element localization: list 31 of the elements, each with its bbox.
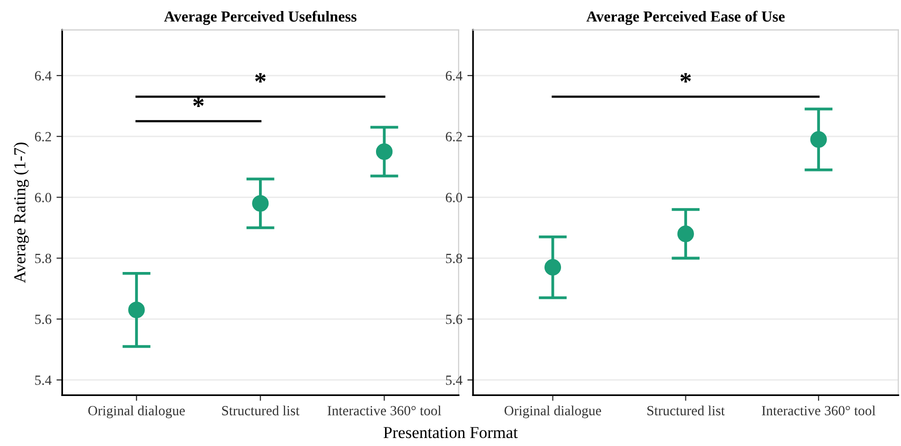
annotation: * — [255, 73, 266, 83]
y-tick-label: 6.2 — [34, 132, 51, 142]
y-tick-label: 6.0 — [446, 192, 462, 202]
x-tick-label: Structured list — [647, 406, 725, 416]
y-tick-label: 6.4 — [34, 71, 52, 81]
x-tick-label: Original dialogue — [88, 406, 185, 418]
annotation: * — [193, 98, 204, 107]
point — [376, 143, 393, 160]
annotation: * — [680, 73, 691, 83]
x-axis-title: Presentation Format — [384, 426, 518, 438]
x-tick-label: Interactive 360° tool — [762, 406, 876, 416]
point — [128, 302, 145, 318]
chart-title: Average Perceived Ease of Use — [586, 10, 785, 25]
x-tick-label: Original dialogue — [504, 406, 602, 418]
y-tick-label: 6.4 — [446, 71, 462, 81]
y-axis-title: Average Rating (1-7) — [14, 142, 29, 284]
point — [544, 259, 562, 276]
y-tick-label: 6.0 — [34, 192, 52, 202]
point — [252, 195, 269, 212]
x-tick-label: Interactive 360° tool — [328, 406, 442, 416]
point — [677, 226, 694, 242]
y-tick-label: 5.4 — [35, 376, 52, 385]
y-tick-label: 5.6 — [35, 314, 52, 324]
y-tick-label: 6.2 — [446, 132, 462, 142]
y-tick-label: 5.4 — [446, 376, 462, 385]
point — [810, 131, 827, 148]
y-tick-label: 5.6 — [446, 314, 462, 324]
x-tick-label: Structured list — [222, 406, 300, 416]
chart-title: Average Perceived Usefulness — [164, 10, 356, 25]
y-tick-label: 5.8 — [35, 254, 52, 264]
y-tick-label: 5.8 — [446, 254, 462, 264]
